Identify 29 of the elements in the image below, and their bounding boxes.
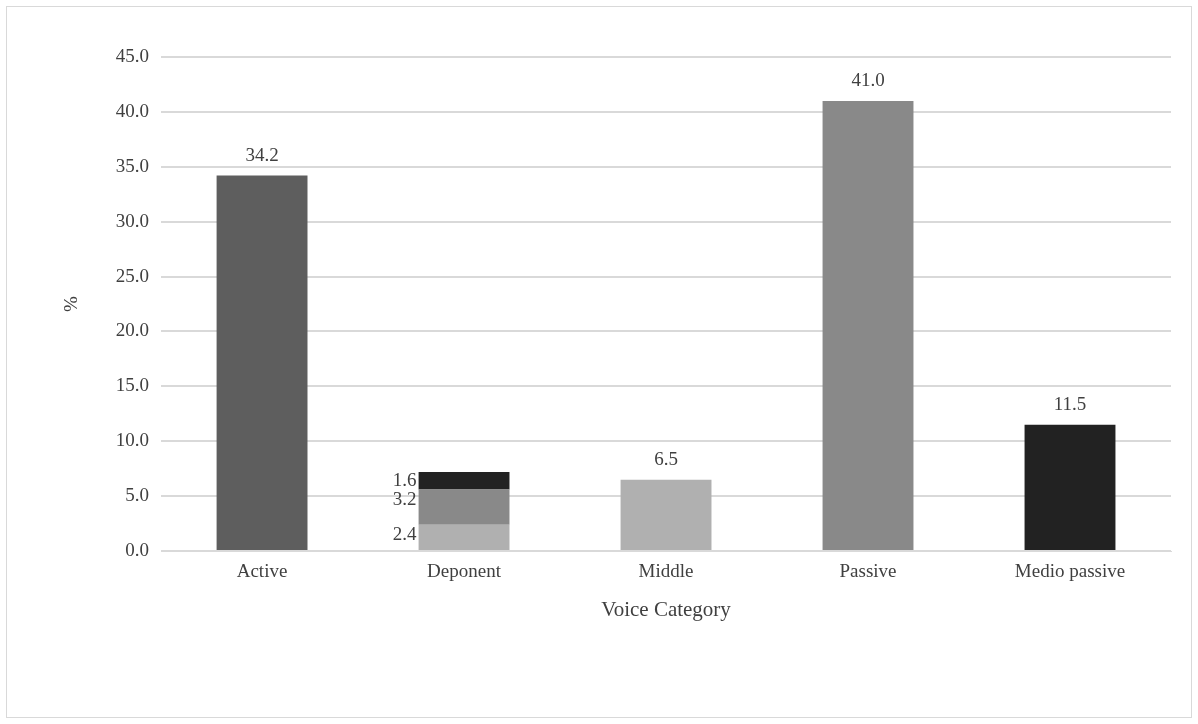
y-axis-title: % [60, 295, 82, 312]
y-tick-label: 30.0 [115, 209, 150, 231]
y-tick-label: 40.0 [115, 99, 150, 121]
bar [418, 471, 510, 490]
bar [620, 479, 712, 550]
data-label: 41.0 [851, 69, 885, 91]
y-tick-label: 15.0 [115, 374, 150, 396]
x-axis-title: Voice Category [601, 596, 732, 621]
x-tick-label: Medio passive [1014, 560, 1126, 582]
y-tick-label: 0.0 [125, 538, 150, 560]
x-tick-label: Deponent [427, 560, 502, 582]
bar [418, 524, 510, 550]
data-label: 34.2 [245, 144, 279, 166]
data-label: 2.4 [392, 522, 418, 544]
bar [418, 489, 510, 525]
data-label: 11.5 [1053, 393, 1087, 415]
y-tick-label: 45.0 [115, 44, 150, 66]
data-label: 3.2 [392, 487, 417, 509]
bar [216, 175, 308, 550]
y-tick-label: 35.0 [115, 154, 150, 176]
data-label: 1.6 [392, 468, 417, 490]
y-tick-label: 20.0 [115, 319, 150, 341]
y-tick-label: 25.0 [115, 264, 150, 286]
x-tick-label: Middle [638, 560, 694, 582]
x-tick-label: Active [236, 560, 288, 582]
y-tick-label: 5.0 [125, 484, 150, 506]
x-tick-label: Passive [839, 560, 897, 582]
data-label: 6.5 [654, 448, 678, 470]
y-tick-label: 10.0 [115, 429, 150, 451]
